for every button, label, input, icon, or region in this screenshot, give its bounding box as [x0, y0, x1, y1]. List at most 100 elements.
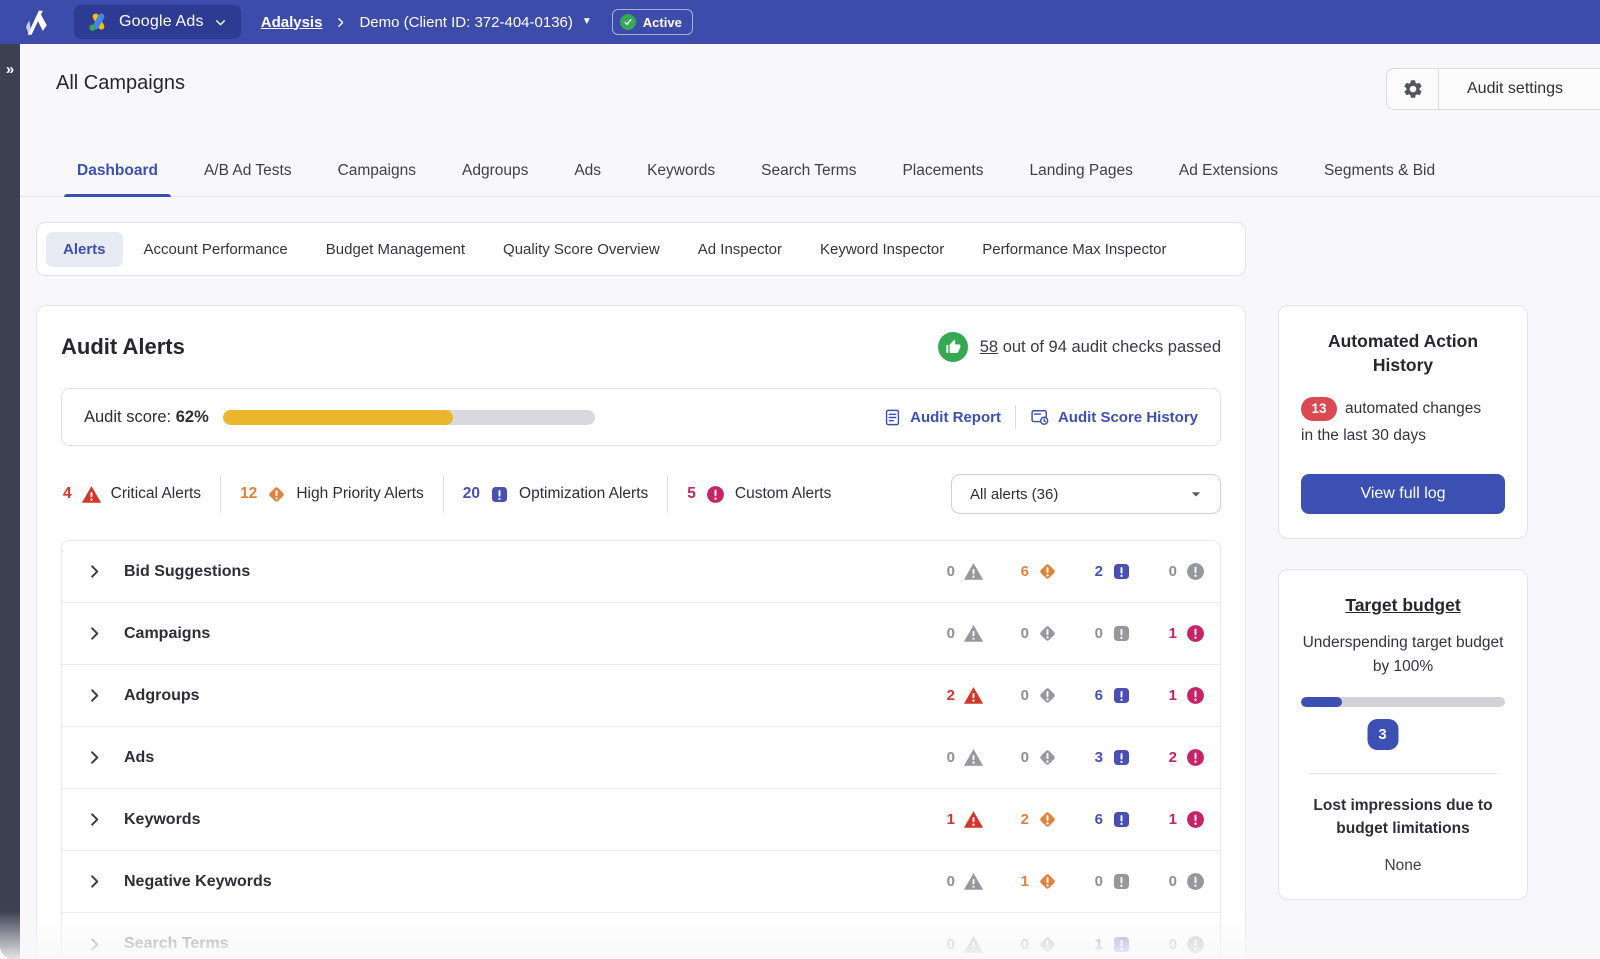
dropdown-caret-icon — [1186, 484, 1206, 504]
page-title: All Campaigns — [56, 72, 185, 94]
optimization-alert-icon — [1111, 871, 1132, 892]
alerts-filter-value: All alerts (36) — [970, 485, 1059, 503]
audit-score-history-link[interactable]: Audit Score History — [1030, 407, 1198, 427]
critical-alert-icon — [963, 934, 984, 955]
target-budget-fill — [1301, 697, 1342, 708]
google-ads-selector[interactable]: Google Ads — [74, 5, 241, 39]
optimization-count: 0 — [1058, 871, 1132, 892]
alert-rows: Bid Suggestions 0 6 2 0 Campaigns 0 0 0 1 Adgroups… — [61, 540, 1221, 959]
target-budget-subtitle: Underspending target budget by 100% — [1302, 634, 1504, 676]
card-divider — [1309, 773, 1497, 775]
audit-report-link[interactable]: Audit Report — [883, 408, 1001, 427]
custom-alert-icon — [1185, 685, 1206, 706]
history-icon — [1030, 407, 1050, 427]
chevron-right-icon — [85, 624, 104, 643]
optimization-count: 3 — [1058, 747, 1132, 768]
high-count: 6 — [984, 561, 1058, 582]
settings-gear-button[interactable] — [1386, 68, 1439, 110]
changes-count-badge: 13 — [1301, 397, 1337, 422]
critical-alert-icon — [963, 747, 984, 768]
tab-ads[interactable]: Ads — [574, 161, 602, 179]
critical-alert-icon — [963, 561, 984, 582]
alert-row-label: Keywords — [124, 810, 201, 828]
tab-ad-extensions[interactable]: Ad Extensions — [1178, 161, 1278, 179]
high-alert-icon — [1037, 809, 1058, 830]
subtab-budget-management[interactable]: Budget Management — [325, 240, 466, 258]
alert-row-label: Campaigns — [124, 624, 211, 642]
alert-row-negative-keywords[interactable]: Negative Keywords 0 1 0 0 — [62, 851, 1220, 913]
high-count: 0 — [984, 747, 1058, 768]
custom-count: 0 — [1132, 871, 1206, 892]
alert-row-label: Search Terms — [124, 935, 229, 952]
subtab-alerts[interactable]: Alerts — [46, 231, 123, 267]
audit-settings-button[interactable]: Audit settings — [1439, 68, 1600, 110]
high-label: High Priority Alerts — [296, 485, 424, 502]
adalysis-logo-icon — [26, 10, 47, 35]
critical-count: 2 — [910, 685, 984, 706]
alert-summary: 4 Critical Alerts 12 High Priority Alerts 20… — [61, 475, 850, 513]
chevron-right-icon — [85, 686, 104, 705]
tab-campaigns[interactable]: Campaigns — [337, 161, 416, 179]
high-count: 0 — [984, 934, 1058, 955]
tab-search-terms[interactable]: Search Terms — [761, 161, 857, 179]
high-count: 2 — [984, 809, 1058, 830]
custom-label: Custom Alerts — [734, 485, 832, 502]
tab-a-b-ad-tests[interactable]: A/B Ad Tests — [203, 161, 292, 179]
alerts-filter-dropdown[interactable]: All alerts (36) — [951, 474, 1221, 514]
page-header: All Campaigns Audit settings — [20, 44, 1600, 145]
critical-label: Critical Alerts — [110, 485, 202, 502]
subtab-performance-max-inspector[interactable]: Performance Max Inspector — [982, 240, 1167, 258]
high-alert-icon — [1037, 747, 1058, 768]
custom-count: 0 — [1132, 934, 1206, 955]
subtab-ad-inspector[interactable]: Ad Inspector — [697, 240, 782, 258]
summary-divider — [442, 475, 444, 513]
critical-alert-icon — [81, 484, 102, 505]
tab-keywords[interactable]: Keywords — [647, 161, 716, 179]
custom-alert-icon — [705, 484, 726, 505]
alert-row-adgroups[interactable]: Adgroups 2 0 6 1 — [62, 665, 1220, 727]
alert-row-search-terms[interactable]: Search Terms 0 0 1 0 — [62, 913, 1220, 959]
subtab-keyword-inspector[interactable]: Keyword Inspector — [819, 240, 945, 258]
critical-count: 0 — [910, 747, 984, 768]
target-budget-title[interactable]: Target budget — [1345, 594, 1461, 615]
alert-row-keywords[interactable]: Keywords 1 2 6 1 — [62, 789, 1220, 851]
alert-row-campaigns[interactable]: Campaigns 0 0 0 1 — [62, 603, 1220, 665]
tab-landing-pages[interactable]: Landing Pages — [1029, 161, 1133, 179]
adalysis-logo[interactable] — [14, 3, 54, 41]
alert-summary-optimization: 20 Optimization Alerts — [444, 484, 667, 505]
chevron-right-icon — [85, 748, 104, 767]
view-full-log-button[interactable]: View full log — [1301, 473, 1505, 514]
subtab-account-performance[interactable]: Account Performance — [143, 240, 288, 258]
chevron-down-icon — [214, 16, 227, 29]
custom-count: 1 — [1132, 623, 1206, 644]
optimization-alert-icon — [1111, 623, 1132, 644]
custom-count: 0 — [1132, 561, 1206, 582]
tab-placements[interactable]: Placements — [902, 161, 984, 179]
alert-row-label: Adgroups — [124, 686, 200, 704]
status-badge-label: Active — [642, 14, 682, 30]
custom-alert-icon — [1185, 934, 1206, 955]
tab-segments-bid[interactable]: Segments & Bid — [1323, 161, 1436, 179]
chevron-right-icon — [85, 562, 104, 581]
checks-passed-link[interactable]: 58 — [979, 337, 999, 356]
critical-count: 0 — [910, 561, 984, 582]
audit-alerts-card: Audit Alerts 58 out of 94 audit checks p… — [36, 305, 1246, 959]
alert-row-bid-suggestions[interactable]: Bid Suggestions 0 6 2 0 — [62, 541, 1220, 603]
alert-row-ads[interactable]: Ads 0 0 3 2 — [62, 727, 1220, 789]
custom-alert-icon — [1185, 871, 1206, 892]
alert-row-label: Ads — [124, 748, 155, 766]
breadcrumb-root-link[interactable]: Adalysis — [260, 13, 323, 31]
alert-summary-critical: 4 Critical Alerts — [61, 484, 220, 505]
tab-dashboard[interactable]: Dashboard — [54, 145, 181, 197]
chevron-right-icon — [85, 810, 104, 829]
google-ads-label: Google Ads — [119, 13, 204, 30]
high-alert-icon — [1037, 561, 1058, 582]
optimization-alert-icon — [1111, 747, 1132, 768]
critical-alert-icon — [963, 623, 984, 644]
optimization-count: 6 — [1058, 685, 1132, 706]
collapsed-sidebar[interactable]: » — [0, 44, 20, 959]
lost-impressions-label: Lost impressions due to budget limitatio… — [1313, 797, 1493, 838]
account-selector[interactable]: Demo (Client ID: 372-404-0136) ▼ — [359, 14, 591, 31]
subtab-quality-score-overview[interactable]: Quality Score Overview — [503, 240, 660, 258]
tab-adgroups[interactable]: Adgroups — [461, 161, 529, 179]
